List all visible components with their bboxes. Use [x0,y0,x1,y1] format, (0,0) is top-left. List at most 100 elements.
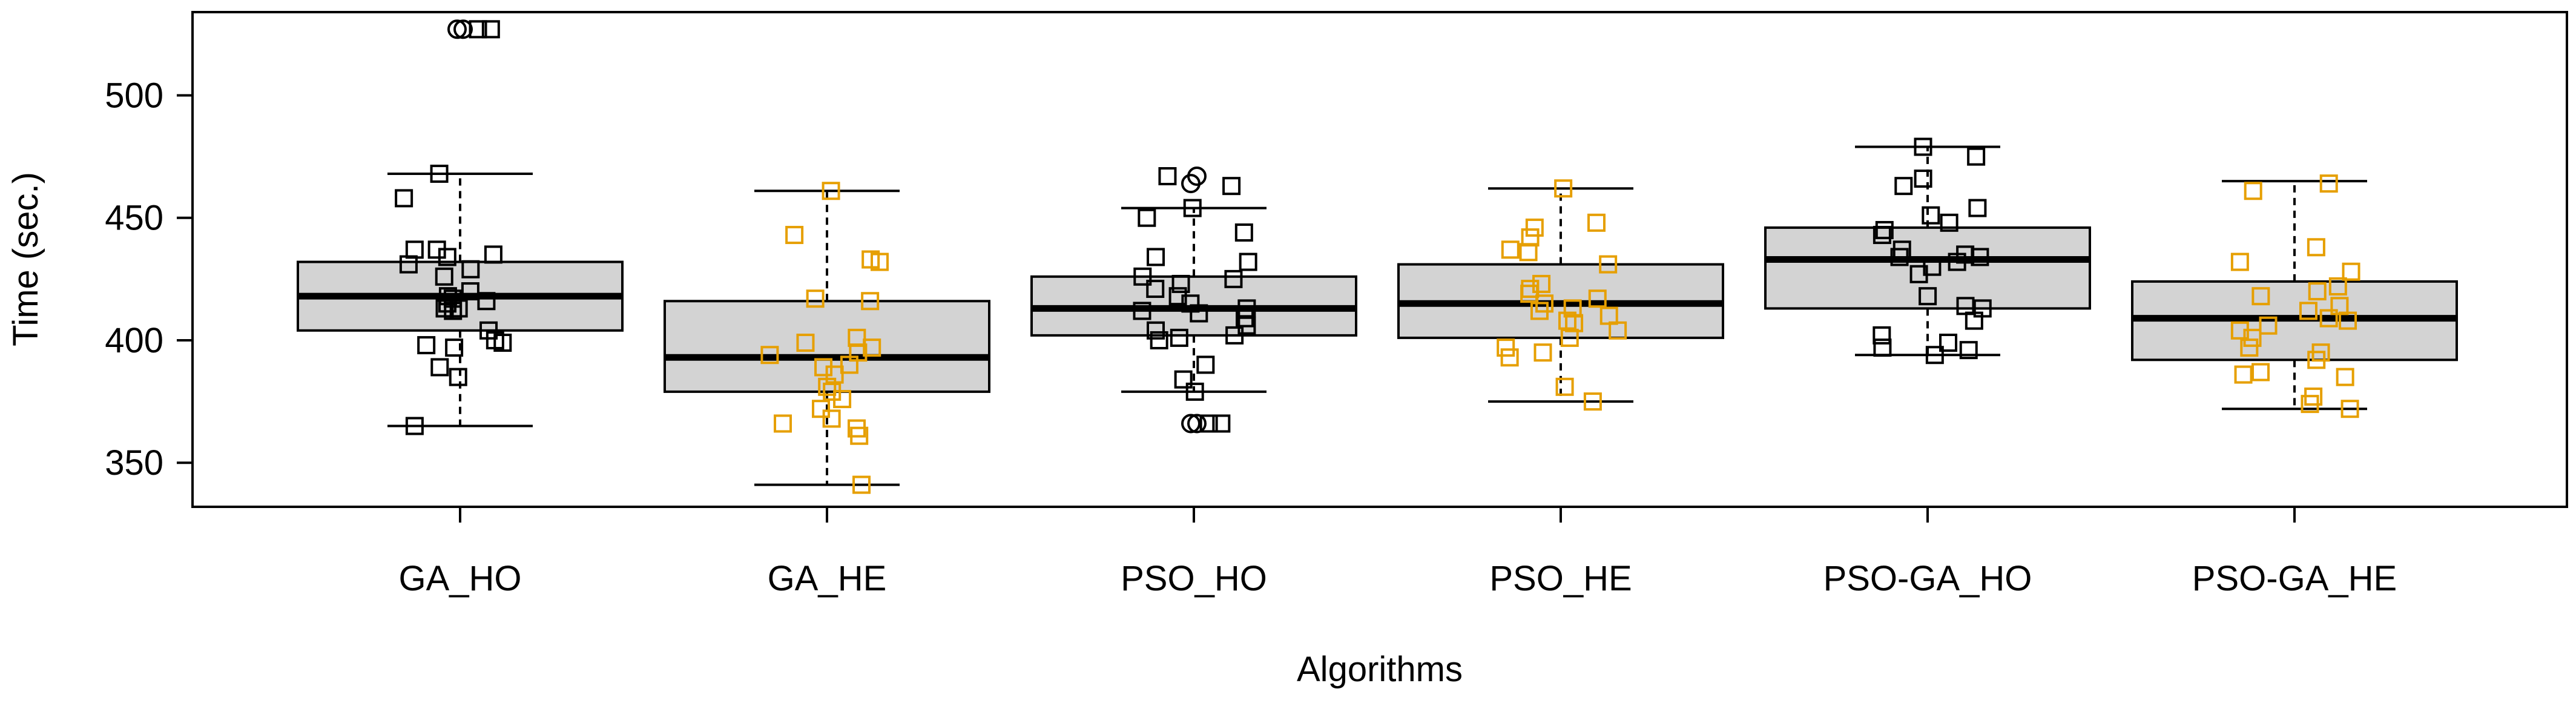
data-point [1973,299,1992,318]
data-point [848,328,866,347]
data-point [481,20,500,39]
outlier-point [1187,166,1207,186]
data-point [823,382,842,401]
data-point [461,282,479,301]
data-point [1919,287,1937,306]
data-point [1599,306,1618,325]
data-point [2340,400,2359,418]
data-point [1133,302,1151,320]
data-point [1873,326,1891,345]
data-point [1185,382,1204,401]
data-point [2252,363,2270,381]
data-point [469,20,487,39]
data-point [2330,297,2349,315]
outlier-point [1187,414,1207,434]
data-point [438,287,457,306]
data-point [484,245,502,264]
data-point [395,189,413,208]
data-point [863,338,881,357]
data-point [1224,269,1243,288]
data-point [477,292,496,311]
data-point [852,475,871,494]
data-point [1925,346,1944,365]
data-point [1555,377,1574,396]
x-tick-label: PSO-GA_HE [2192,559,2397,598]
data-point [1519,243,1538,262]
data-point [2244,182,2262,200]
data-point [2240,338,2259,357]
data-point [760,346,779,365]
x-tick-label: GA_HO [398,559,521,598]
data-point [1521,228,1540,247]
data-point [2336,368,2354,386]
data-point [449,299,468,318]
plot-layer [297,19,2458,494]
data-point [2308,282,2327,301]
data-point [2328,277,2347,295]
data-point [1873,226,1891,245]
data-point [461,260,480,279]
data-point [1196,355,1215,374]
data-point [1497,338,1515,357]
data-point [1150,331,1168,349]
data-point [1558,311,1576,330]
box-group [1764,137,2091,365]
plot-frame [191,11,2568,508]
data-point [2319,309,2338,328]
data-point [1171,274,1190,293]
data-point [1892,240,1911,259]
box-group [2131,174,2458,418]
data-point [796,334,815,352]
data-point [2342,262,2360,281]
data-point [1146,280,1165,299]
data-point [822,409,841,428]
data-point [445,338,464,357]
data-point [430,164,449,183]
data-point [427,240,446,259]
data-point [1599,255,1618,274]
axis-layer: 350 400 450 500 GA_HO GA_HE PSO_HO PSO_HE PSO-GA… [105,76,2397,598]
data-point [1501,240,1520,259]
data-point [1940,213,1958,232]
data-point [1225,326,1244,345]
x-tick-label: PSO-GA_HO [1823,559,2032,598]
data-point [861,250,880,269]
x-tick-label: PSO_HO [1121,559,1267,598]
data-point [430,358,449,377]
data-point [1554,179,1573,198]
data-point [1168,287,1187,306]
data-point [1922,206,1940,225]
outlier-point [1181,414,1201,434]
data-point [449,368,467,386]
data-point [1873,338,1892,357]
data-point [405,240,424,259]
data-point [1174,370,1193,389]
outlier-point [453,19,473,39]
data-point [2230,252,2249,271]
box-group [1397,179,1724,411]
x-tick-label: GA_HE [768,559,887,598]
data-point [1956,245,1975,264]
data-point [2230,321,2249,340]
data-point [405,417,424,435]
data-point [774,414,792,433]
data-point [1158,167,1177,185]
data-point [1500,348,1519,367]
data-point [1588,289,1607,308]
data-point [2304,387,2323,406]
data-point [1587,213,1606,232]
data-point [486,331,504,349]
data-point [806,289,825,308]
data-point [1583,392,1602,411]
data-point [2252,287,2270,306]
data-point [1234,223,1253,242]
data-point [1199,414,1218,433]
box-group [664,182,990,494]
data-point [1914,137,1932,156]
data-point [435,267,453,286]
y-axis-title: Time (sec.) [6,172,45,346]
data-point [2319,174,2338,193]
data-point [1521,280,1540,299]
data-point [1939,334,1958,352]
